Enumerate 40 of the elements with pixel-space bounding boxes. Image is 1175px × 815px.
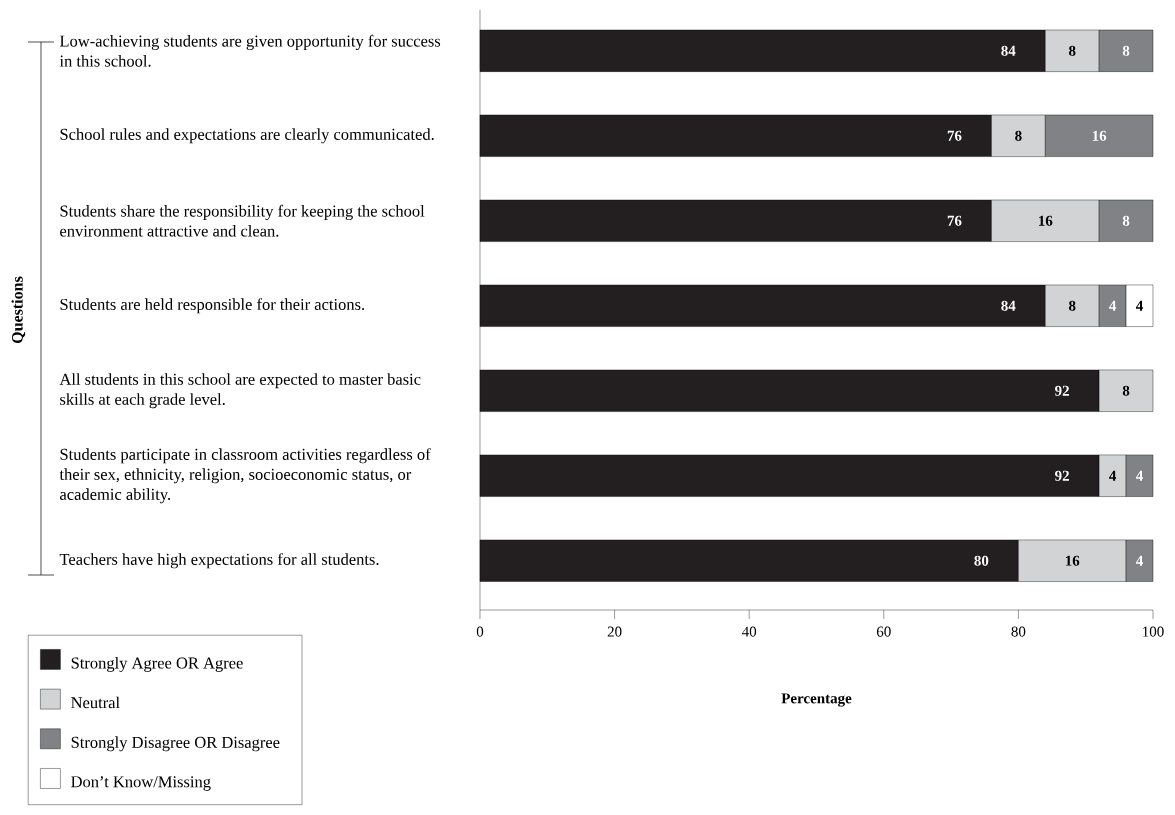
y-tick-label: Students participate in classroom activities regardless of their sex, ethnicity, religion, socioeconomic status, or academic ability. [59,448,431,504]
x-tick-label: 40 [741,626,757,637]
y-tick-label: Teachers have high expectations for all students. [59,553,379,569]
legend-label: Strongly Agree OR Agree [71,656,243,672]
data-label: 8 [1068,300,1076,311]
data-label: 8 [1068,45,1076,56]
x-tick-label: 0 [476,626,484,637]
x-tick-label: 80 [1011,626,1026,637]
data-label: 76 [947,215,962,226]
legend-label: Don’t Know/Missing [71,776,211,791]
data-label: 92 [1055,385,1069,396]
legend-label: Neutral [71,696,120,709]
y-tick-label: Low-achieving students are given opportunity for success in this school. [59,34,441,67]
data-label: 8 [1122,45,1130,56]
legend-label: Strongly Disagree OR Disagree [71,736,280,752]
y-tick-label: All students in this school are expected to master basic skills at each grade level. [59,373,421,409]
data-label: 16 [1039,215,1053,226]
y-tick-label: School rules and expectations are clearly communicated. [60,128,434,144]
data-label: 4 [1135,300,1143,311]
data-label: 16 [1065,555,1080,566]
x-tick-label: 100 [1143,626,1164,637]
data-label: 4 [1109,470,1117,481]
x-tick-label: 60 [876,626,891,637]
data-label: 8 [1122,385,1130,396]
y-tick-label: Students share the responsibility for keeping the school environment attractive and clean. [60,204,425,237]
data-label: 92 [1055,470,1069,481]
data-label: 8 [1015,130,1022,141]
x-axis-title: Percentage [781,693,852,707]
data-label: 84 [1001,45,1016,56]
data-label: 8 [1122,215,1130,226]
data-label: 76 [947,130,962,141]
y-axis-title: Questions [11,276,26,344]
y-tick-label: Students are held responsible for their actions. [60,298,365,314]
data-label: 4 [1135,555,1143,566]
data-label: 16 [1092,130,1107,141]
data-label: 84 [1001,300,1016,311]
data-label: 80 [974,555,989,566]
data-label: 4 [1109,300,1117,311]
x-tick-label: 20 [607,626,622,637]
data-label: 4 [1135,470,1143,481]
